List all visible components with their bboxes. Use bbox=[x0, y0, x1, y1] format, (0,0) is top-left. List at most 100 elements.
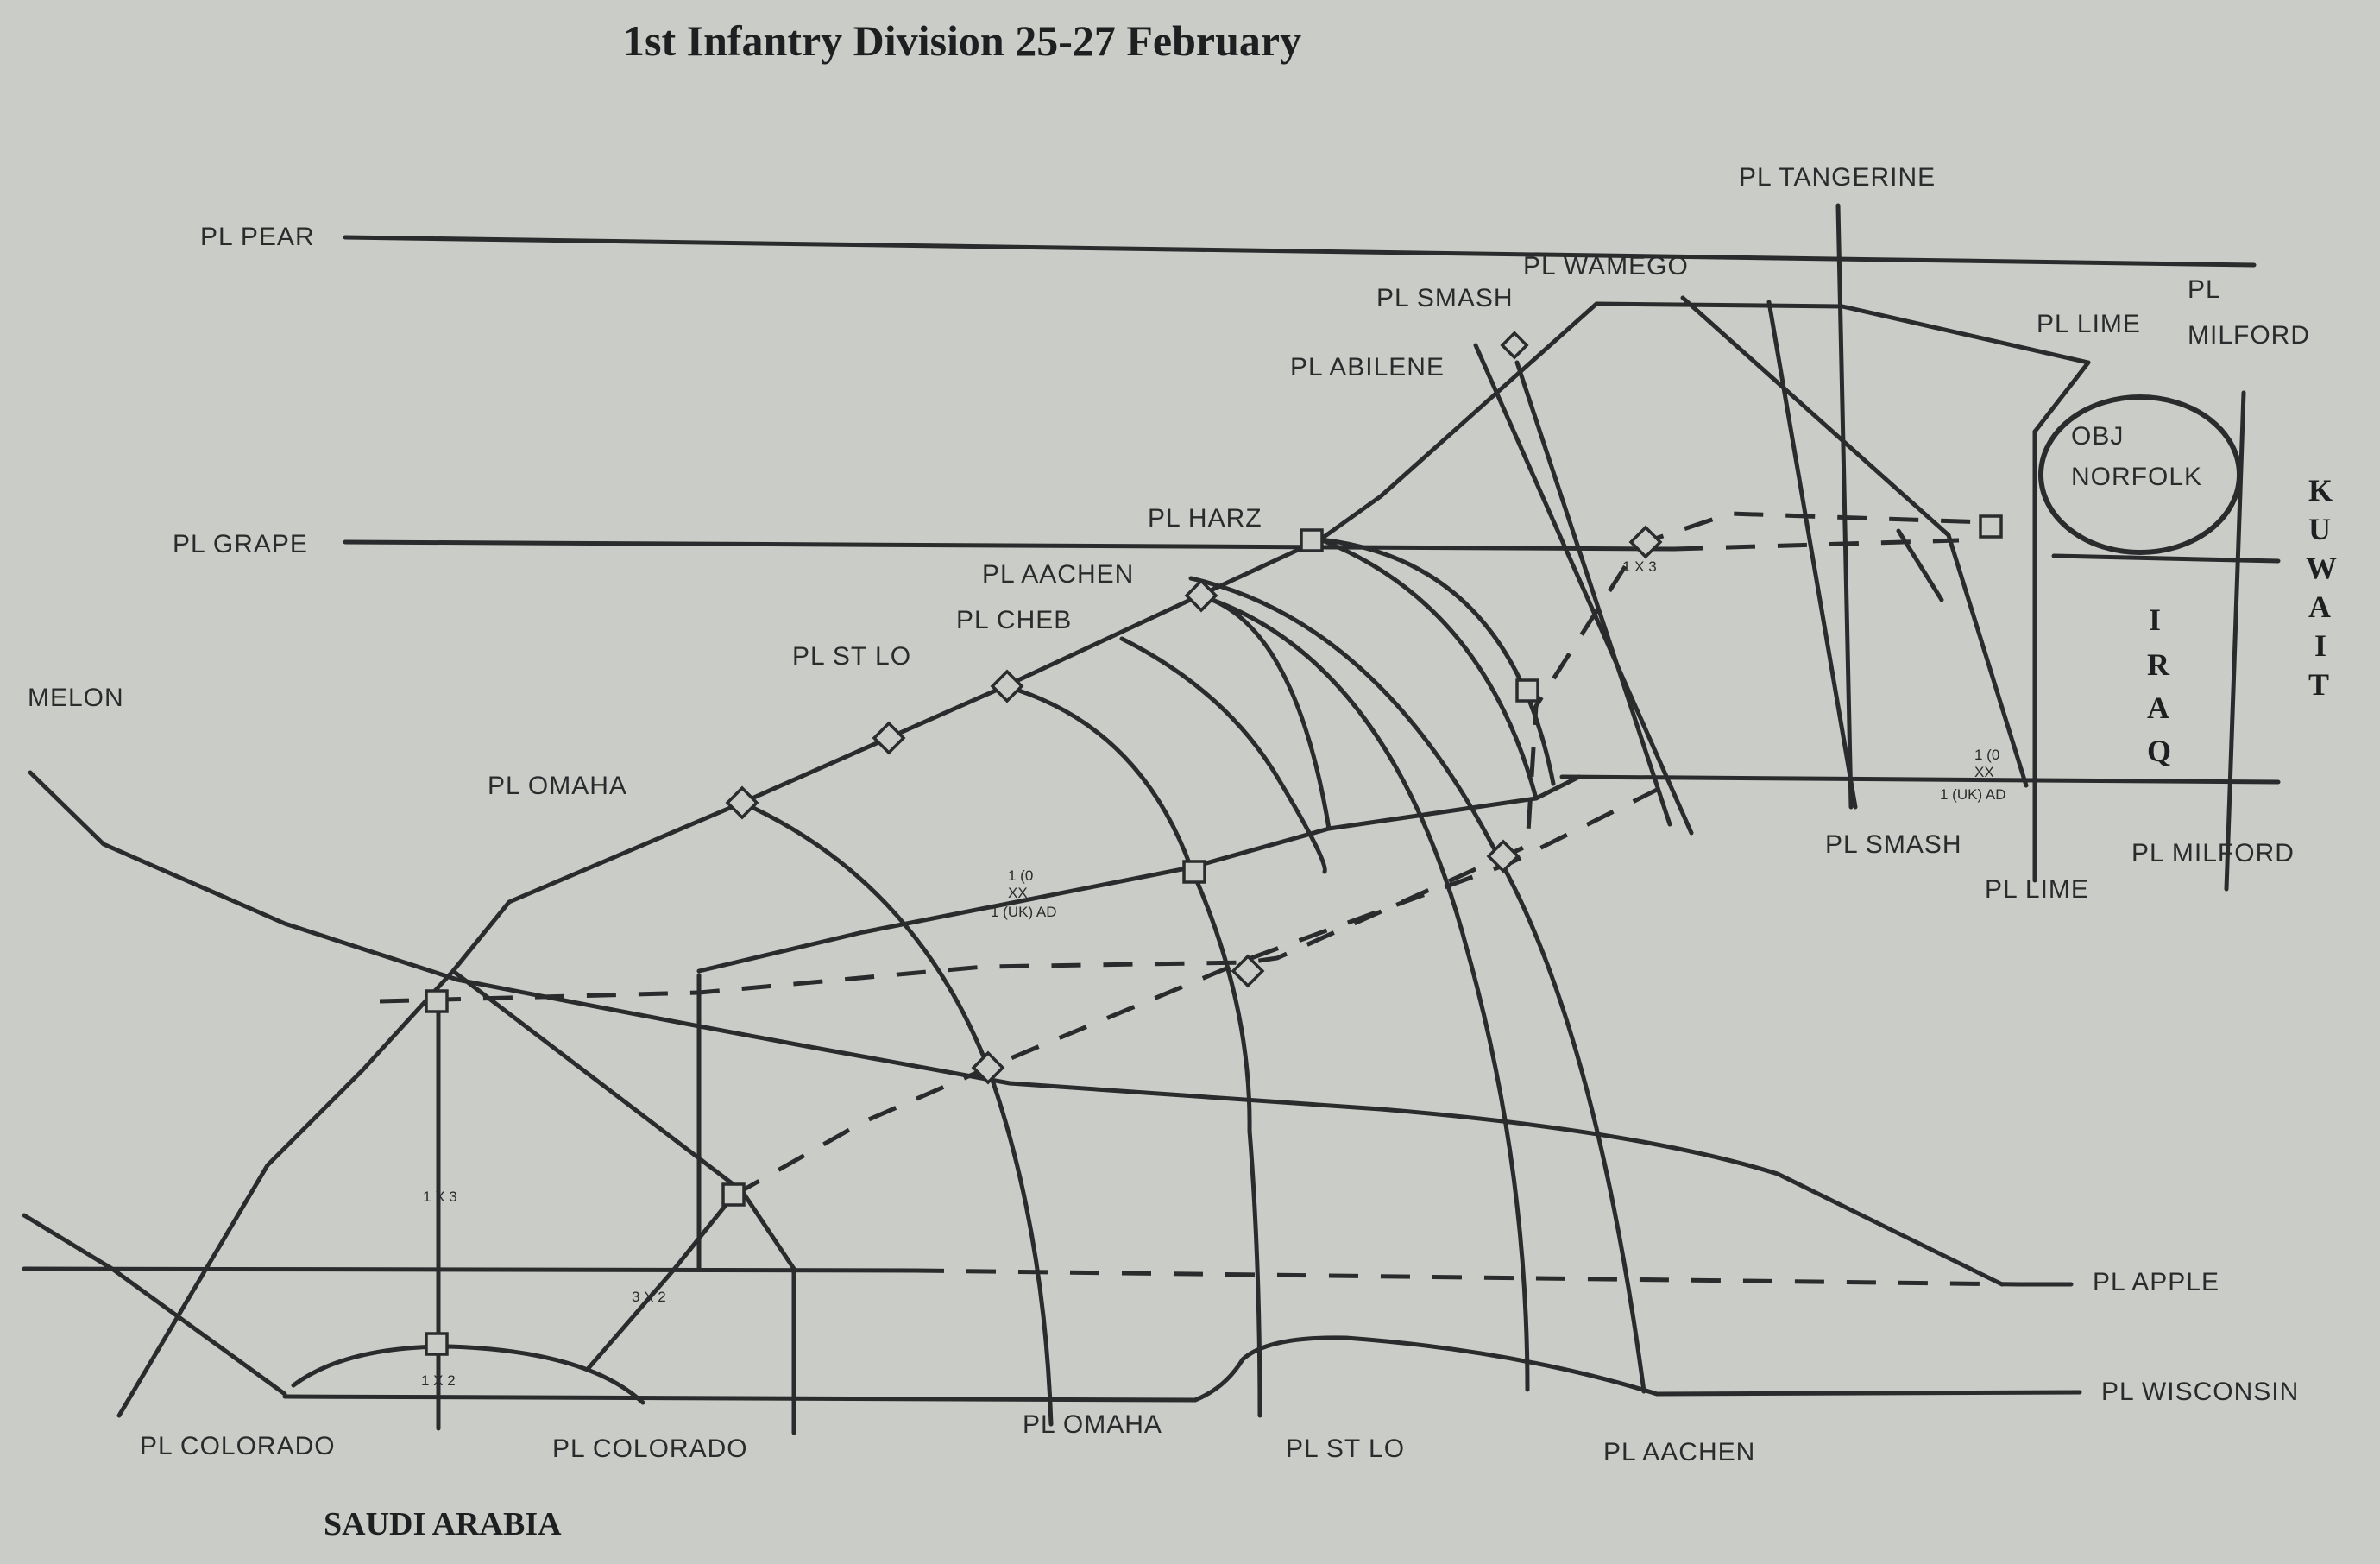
label-pl-cheb: PL CHEB bbox=[956, 606, 1072, 634]
unit-marker bbox=[872, 721, 906, 755]
brigade-axis-3x2 bbox=[586, 1193, 736, 1371]
label-saudi-arabia: SAUDI ARABIA bbox=[324, 1506, 562, 1542]
label-pl-milford-top-1: PL bbox=[2188, 275, 2221, 304]
unit-uk-mid-l2: XX bbox=[1008, 885, 1028, 901]
label-pl-wisconsin: PL WISCONSIN bbox=[2101, 1378, 2299, 1406]
pl-smash-east-line bbox=[1766, 300, 1858, 810]
unit-uk-mid-l1: 1 (0 bbox=[1008, 867, 1033, 884]
unit-uk-east-l3: 1 (UK) AD bbox=[1940, 786, 2006, 803]
label-pl-tangerine: PL TANGERINE bbox=[1739, 163, 1936, 192]
unit-uk-east-l1: 1 (0 bbox=[1974, 747, 1999, 763]
label-pl-abilene: PL ABILENE bbox=[1290, 353, 1445, 382]
unit-marker bbox=[1515, 678, 1539, 703]
unit-brigade-d: 1 X 2 bbox=[421, 1372, 456, 1389]
label-pl-smash-top: PL SMASH bbox=[1376, 284, 1514, 312]
pl-omaha-arc bbox=[740, 800, 1054, 1427]
unit-marker bbox=[971, 1050, 1005, 1085]
label-pl-smash-bottom: PL SMASH bbox=[1825, 830, 1962, 859]
pl-lime-connector bbox=[2032, 360, 2091, 434]
unit-marker bbox=[725, 785, 759, 820]
pl-colorado-west-line bbox=[22, 1213, 287, 1397]
label-iraq-letter: R bbox=[2147, 647, 2170, 682]
pl-pear-line bbox=[343, 235, 2257, 268]
pl-apple-line-dashed bbox=[914, 1268, 2020, 1287]
pl-wamego-tick bbox=[1896, 528, 1944, 602]
map-title: 1st Infantry Division 25-27 February bbox=[623, 16, 1301, 65]
pl-grape-line-dashed bbox=[1673, 538, 1960, 552]
objective-label-line1: OBJ bbox=[2071, 422, 2124, 451]
label-iraq: I R A Q bbox=[2147, 602, 2171, 768]
label-pl-pear: PL PEAR bbox=[200, 223, 315, 251]
pl-grape-line-east bbox=[2051, 553, 2281, 564]
label-pl-st-lo-top: PL ST LO bbox=[792, 642, 911, 671]
label-kuwait-letter: A bbox=[2308, 590, 2331, 624]
label-iraq-letter: Q bbox=[2147, 734, 2171, 768]
unit-marker bbox=[1300, 528, 1324, 552]
label-pl-aachen-bottom: PL AACHEN bbox=[1603, 1438, 1755, 1466]
label-pl-aachen-top: PL AACHEN bbox=[982, 560, 1134, 589]
unit-brigade-a: 1 X 3 bbox=[1622, 558, 1657, 575]
pl-tangerine-line bbox=[1835, 203, 1854, 810]
pl-cheb-arc-upper bbox=[1119, 636, 1327, 874]
pl-colorado-east-line bbox=[450, 968, 796, 1435]
axis-north-line bbox=[116, 301, 2091, 1418]
label-pl-harz: PL HARZ bbox=[1148, 504, 1262, 533]
label-kuwait-letter: U bbox=[2308, 512, 2331, 546]
pl-smash-lime-line bbox=[1559, 774, 2281, 785]
pl-grape-arc bbox=[1318, 537, 1556, 786]
pl-wisconsin-line-east bbox=[1193, 1335, 2082, 1403]
pl-st-lo-arc bbox=[1197, 593, 1530, 1392]
label-kuwait: K U W A I T bbox=[2306, 473, 2337, 702]
pl-apple-line-west bbox=[22, 1266, 917, 1273]
unit-marker bbox=[1182, 860, 1206, 884]
unit-marker bbox=[425, 1332, 449, 1356]
label-pl-st-lo-bottom: PL ST LO bbox=[1286, 1435, 1405, 1463]
unit-marker bbox=[1486, 839, 1521, 873]
unit-brigade-b: 3 X 2 bbox=[632, 1289, 666, 1305]
unit-marker bbox=[990, 669, 1024, 703]
pl-wamego-line-south bbox=[1946, 533, 2029, 788]
label-pl-omaha-top: PL OMAHA bbox=[488, 772, 627, 800]
label-pl-milford-top-2: MILFORD bbox=[2188, 321, 2310, 350]
label-pl-omaha-bottom: PL OMAHA bbox=[1023, 1410, 1162, 1439]
label-pl-wamego: PL WAMEGO bbox=[1523, 252, 1689, 281]
label-kuwait-letter: K bbox=[2308, 473, 2333, 508]
label-pl-milford-bottom: PL MILFORD bbox=[2131, 839, 2295, 867]
axis-dashed-south bbox=[732, 779, 1676, 1198]
label-melon: MELON bbox=[28, 684, 124, 712]
objective-norfolk-circle bbox=[2038, 394, 2242, 555]
pl-colorado-arc bbox=[291, 1344, 645, 1405]
unit-marker bbox=[1979, 514, 2003, 539]
label-kuwait-letter: I bbox=[2314, 628, 2326, 663]
pl-harz-arc bbox=[1318, 537, 1539, 801]
unit-uk-east-l2: XX bbox=[1974, 764, 1994, 780]
label-kuwait-letter: T bbox=[2308, 667, 2329, 702]
unit-marker bbox=[425, 989, 449, 1013]
label-pl-colorado-right: PL COLORADO bbox=[552, 1435, 748, 1463]
pl-wisconsin-line-west bbox=[282, 1394, 1198, 1403]
pl-grape-line-west bbox=[343, 539, 1677, 552]
label-pl-apple: PL APPLE bbox=[2093, 1268, 2219, 1296]
label-pl-grape: PL GRAPE bbox=[173, 530, 308, 558]
label-pl-lime-bottom: PL LIME bbox=[1985, 875, 2089, 904]
pl-smash-line bbox=[1514, 360, 1672, 827]
unit-marker bbox=[721, 1182, 746, 1207]
label-kuwait-letter: W bbox=[2306, 551, 2337, 585]
label-pl-colorado-left: PL COLORADO bbox=[140, 1432, 336, 1460]
axis-uk-line bbox=[696, 774, 1582, 974]
label-iraq-letter: I bbox=[2149, 602, 2161, 637]
axis-dashed-line bbox=[379, 511, 1986, 1004]
label-pl-lime-top: PL LIME bbox=[2037, 310, 2141, 338]
pl-wamego-line bbox=[1680, 295, 1951, 538]
pl-abilene-line bbox=[1473, 343, 1694, 836]
unit-brigade-c: 1 X 3 bbox=[423, 1189, 457, 1205]
unit-marker bbox=[1231, 954, 1265, 988]
label-iraq-letter: A bbox=[2147, 691, 2169, 725]
unit-marker bbox=[1500, 331, 1529, 360]
unit-marker bbox=[1184, 578, 1218, 613]
boundary-line bbox=[28, 770, 2005, 1287]
unit-uk-mid-l3: 1 (UK) AD bbox=[991, 904, 1057, 920]
pl-cheb-arc bbox=[1003, 684, 1262, 1418]
